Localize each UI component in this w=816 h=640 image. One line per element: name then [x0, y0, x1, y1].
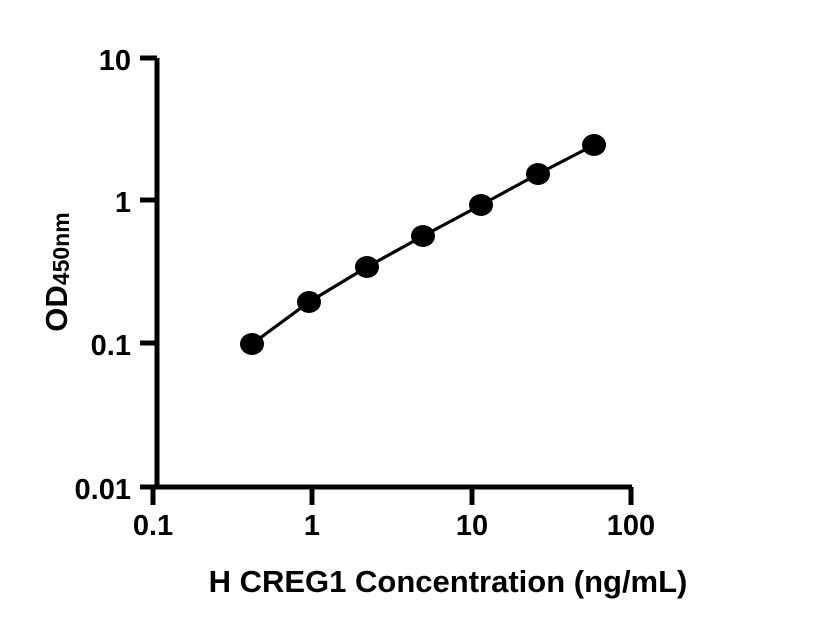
y-tick-label-10: 10 [99, 45, 131, 77]
data-point-2 [297, 291, 321, 313]
y-tick-label-0.01: 0.01 [75, 474, 131, 506]
data-point-1 [240, 333, 264, 355]
x-tick-label-0.1: 0.1 [133, 510, 173, 542]
data-point-7 [582, 134, 606, 156]
x-tick-label-10: 10 [456, 510, 488, 542]
y-axis-title-main-part: OD [39, 285, 74, 332]
data-point-4 [411, 225, 435, 247]
x-tick-label-100: 100 [607, 510, 655, 542]
data-point-5 [469, 194, 493, 216]
data-point-6 [526, 163, 550, 185]
x-tick-label-1: 1 [304, 510, 320, 542]
y-axis-title-sub-part: 450nm [48, 212, 74, 285]
y-tick-label-1: 1 [115, 187, 131, 219]
y-axis-title: OD450nm [39, 212, 74, 331]
data-point-3 [355, 256, 379, 278]
x-axis-title: H CREG1 Concentration (ng/mL) [209, 564, 688, 599]
y-axis-title-text: OD450nm [39, 212, 74, 331]
y-tick-label-0.1: 0.1 [91, 330, 131, 362]
